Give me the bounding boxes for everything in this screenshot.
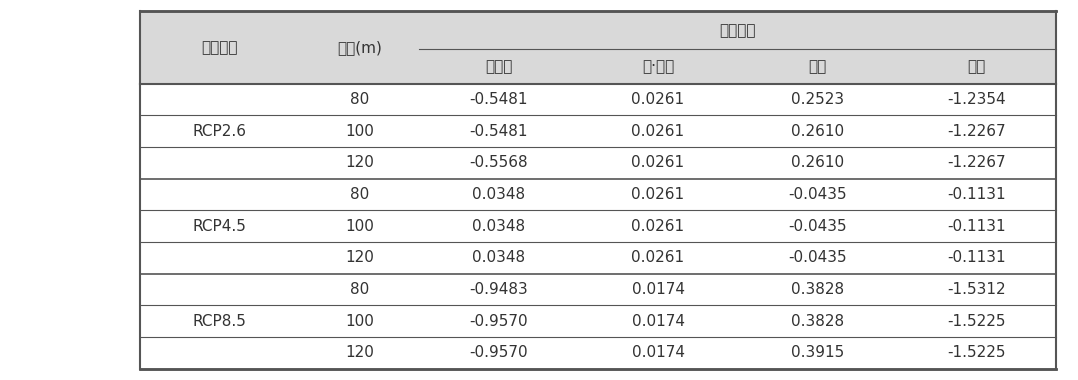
Bar <box>579 49 737 84</box>
Text: 0.0261: 0.0261 <box>632 250 685 265</box>
Text: 0.3828: 0.3828 <box>791 314 844 329</box>
Text: RCP8.5: RCP8.5 <box>193 314 247 329</box>
Bar <box>300 11 419 49</box>
Text: 0.3915: 0.3915 <box>791 345 844 360</box>
Text: 서·남해: 서·남해 <box>641 59 674 74</box>
Text: 고도(m): 고도(m) <box>336 40 382 55</box>
Text: 0.3828: 0.3828 <box>791 282 844 297</box>
Text: 0.0348: 0.0348 <box>472 250 525 265</box>
Text: -0.0435: -0.0435 <box>788 218 846 234</box>
Text: -0.1131: -0.1131 <box>948 250 1006 265</box>
Text: -0.0435: -0.0435 <box>788 250 846 265</box>
Text: -0.9570: -0.9570 <box>469 345 528 360</box>
Bar <box>140 179 1056 210</box>
Text: -0.9483: -0.9483 <box>469 282 528 297</box>
Text: 80: 80 <box>349 92 369 107</box>
Bar <box>140 49 300 84</box>
Text: -1.5312: -1.5312 <box>948 282 1006 297</box>
Text: -1.5225: -1.5225 <box>948 314 1006 329</box>
Text: RCP4.5: RCP4.5 <box>193 218 247 234</box>
Text: -0.5481: -0.5481 <box>469 124 528 139</box>
Text: 120: 120 <box>345 250 374 265</box>
Text: 0.0348: 0.0348 <box>472 218 525 234</box>
Bar <box>737 49 897 84</box>
Text: 0.0174: 0.0174 <box>632 314 685 329</box>
Text: 0.2523: 0.2523 <box>791 92 844 107</box>
Text: 100: 100 <box>345 124 374 139</box>
Text: -1.5225: -1.5225 <box>948 345 1006 360</box>
Text: -0.5481: -0.5481 <box>469 92 528 107</box>
Bar <box>419 49 579 84</box>
Bar <box>140 210 1056 242</box>
Text: 0.0174: 0.0174 <box>632 282 685 297</box>
Text: -1.2267: -1.2267 <box>948 155 1006 170</box>
Bar <box>140 337 1056 369</box>
Text: 0.0174: 0.0174 <box>632 345 685 360</box>
Text: 120: 120 <box>345 345 374 360</box>
Text: 0.0348: 0.0348 <box>472 187 525 202</box>
Text: -0.1131: -0.1131 <box>948 187 1006 202</box>
Bar <box>140 305 1056 337</box>
Bar <box>300 49 419 84</box>
Text: -1.2354: -1.2354 <box>948 92 1006 107</box>
Text: 100: 100 <box>345 314 374 329</box>
Bar <box>140 84 1056 115</box>
Text: 120: 120 <box>345 155 374 170</box>
Bar <box>140 242 1056 274</box>
Text: -1.2267: -1.2267 <box>948 124 1006 139</box>
Text: 대관령: 대관령 <box>485 59 512 74</box>
Text: 한경: 한경 <box>968 59 986 74</box>
Text: 0.0261: 0.0261 <box>632 124 685 139</box>
Text: 시나리오: 시나리오 <box>202 40 238 55</box>
Bar <box>140 11 300 49</box>
Text: 발전단지: 발전단지 <box>719 23 756 38</box>
Text: 0.2610: 0.2610 <box>791 124 844 139</box>
Text: 0.0261: 0.0261 <box>632 218 685 234</box>
Text: 0.0261: 0.0261 <box>632 155 685 170</box>
Text: 0.2610: 0.2610 <box>791 155 844 170</box>
Text: -0.9570: -0.9570 <box>469 314 528 329</box>
Text: 영양: 영양 <box>808 59 827 74</box>
Text: 0.0261: 0.0261 <box>632 187 685 202</box>
Text: RCP2.6: RCP2.6 <box>193 124 247 139</box>
Text: 80: 80 <box>349 187 369 202</box>
Text: 80: 80 <box>349 282 369 297</box>
Bar <box>140 115 1056 147</box>
Bar <box>419 11 1056 49</box>
Bar <box>140 274 1056 305</box>
Text: 0.0261: 0.0261 <box>632 92 685 107</box>
Bar <box>897 49 1056 84</box>
Text: 100: 100 <box>345 218 374 234</box>
Text: -0.1131: -0.1131 <box>948 218 1006 234</box>
Text: -0.0435: -0.0435 <box>788 187 846 202</box>
Bar <box>140 147 1056 179</box>
Text: -0.5568: -0.5568 <box>469 155 528 170</box>
